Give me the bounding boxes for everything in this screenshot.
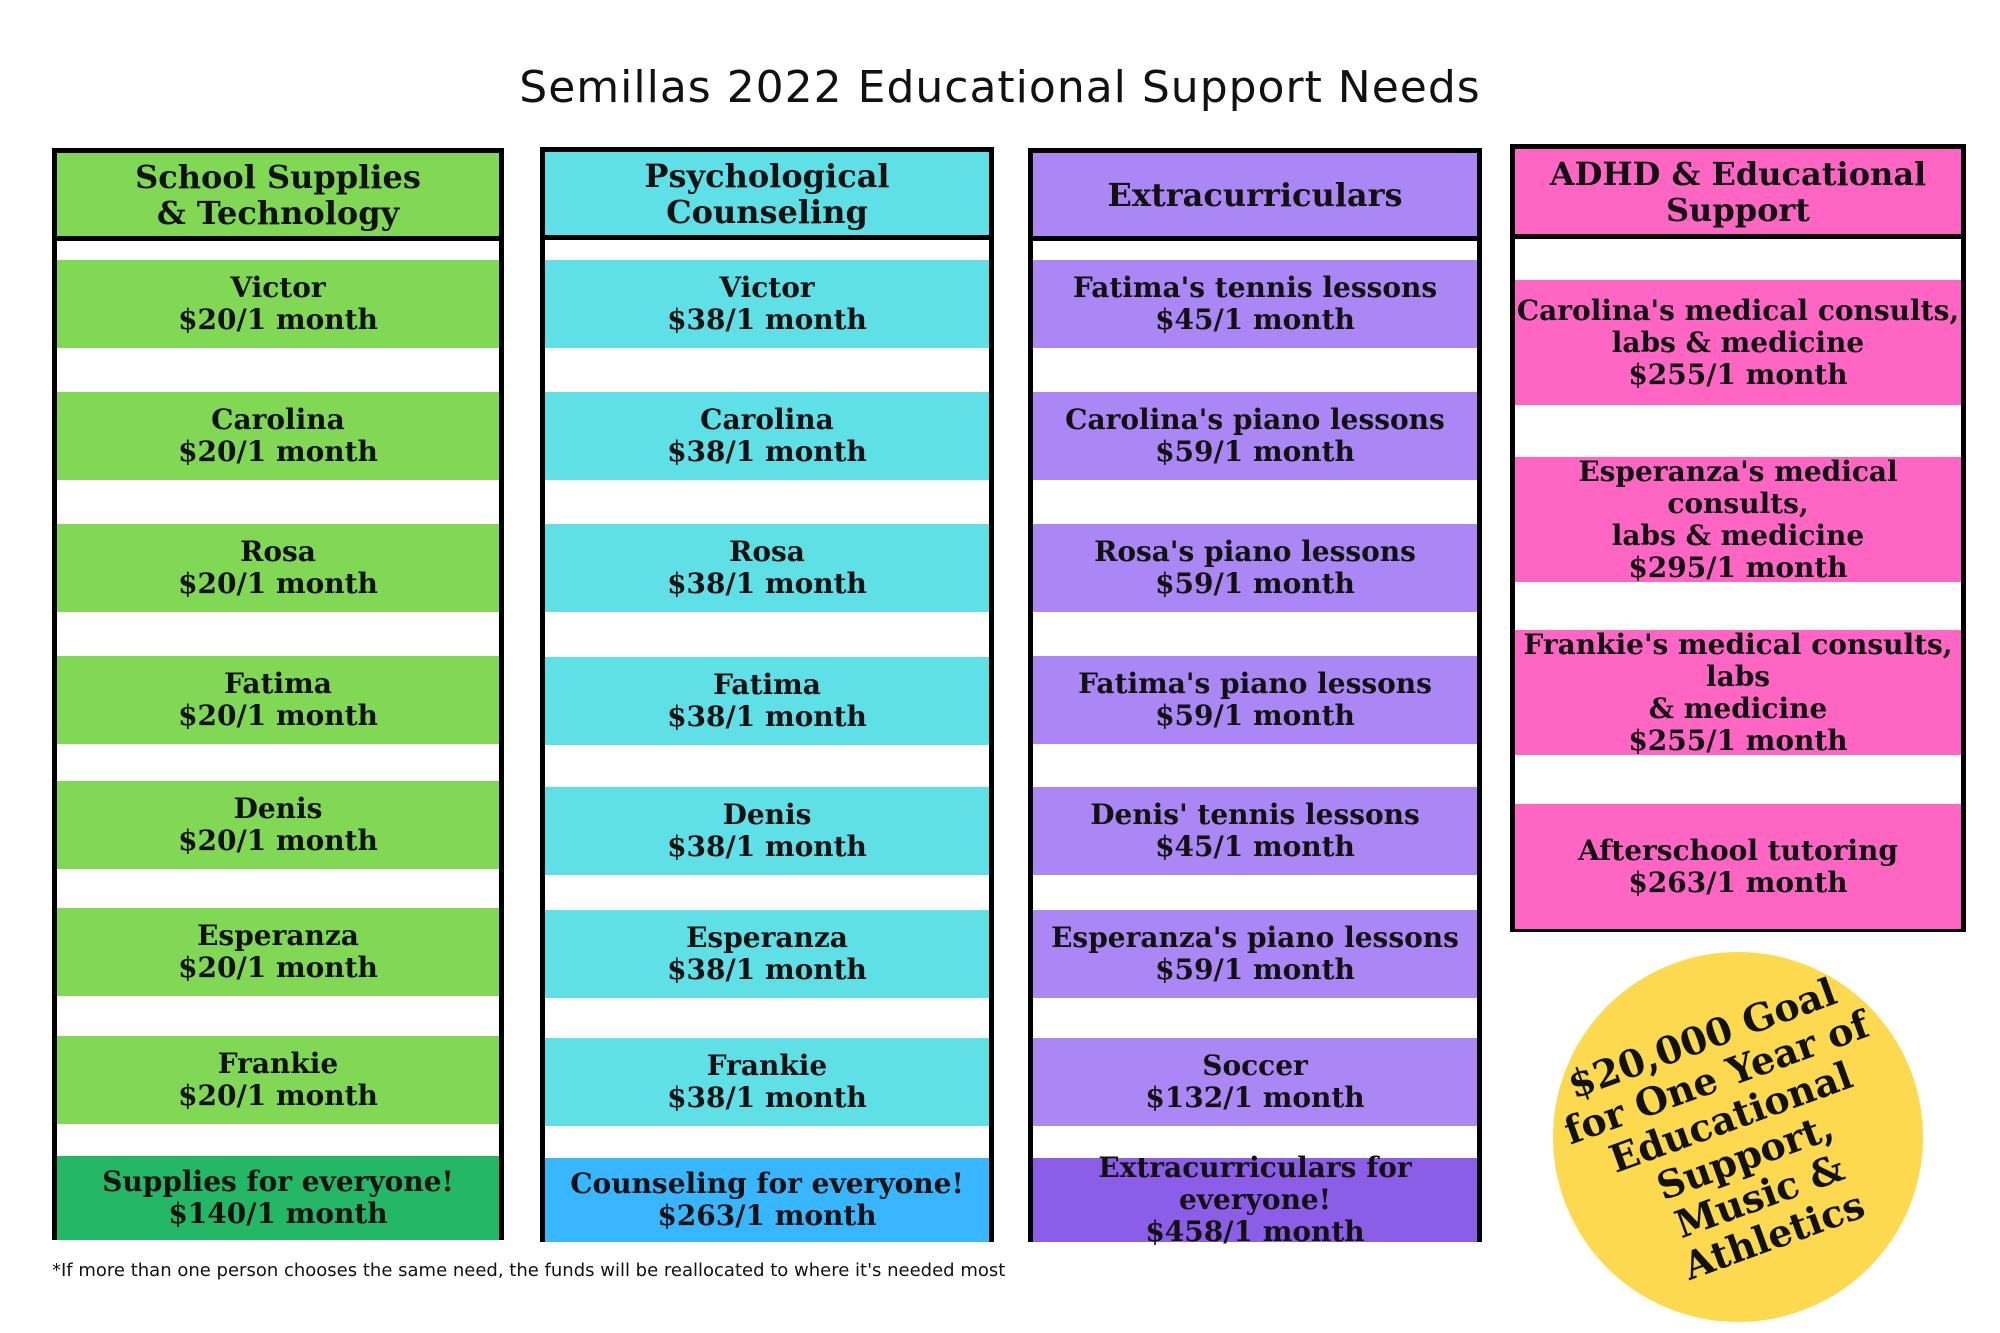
list-item[interactable]: Esperanza's medical consults, labs & medi… xyxy=(1515,455,1961,583)
list-item[interactable]: Fatima's tennis lessons $45/1 month xyxy=(1033,260,1477,348)
list-item[interactable]: Denis' tennis lessons $45/1 month xyxy=(1033,787,1477,875)
list-item[interactable]: Esperanza's piano lessons $59/1 month xyxy=(1033,910,1477,998)
list-item[interactable]: Afterschool tutoring $263/1 month xyxy=(1515,804,1961,929)
column-header: Extracurriculars xyxy=(1033,153,1477,241)
list-item[interactable]: Denis $38/1 month xyxy=(545,787,989,875)
header-line: Psychological Counseling xyxy=(644,156,890,231)
goal-text: $20,000 Goal for One Year of Educational… xyxy=(1557,968,1875,1289)
column-extracurriculars: Extracurriculars Fatima's tennis lessons… xyxy=(1028,148,1482,1248)
list-item-total[interactable]: Extracurriculars for everyone! $458/1 mon… xyxy=(1033,1152,1477,1248)
list-item[interactable]: Fatima's piano lessons $59/1 month xyxy=(1033,656,1477,744)
header-line: & Technology xyxy=(156,193,400,232)
column-header: ADHD & Educational Support xyxy=(1515,149,1961,239)
footnote: *If more than one person chooses the sam… xyxy=(52,1260,1006,1281)
list-item[interactable]: Carolina $20/1 month xyxy=(57,392,499,480)
list-item-total[interactable]: Supplies for everyone! $140/1 month xyxy=(57,1156,499,1240)
list-item[interactable]: Victor $38/1 month xyxy=(545,260,989,348)
header-line: ADHD & Educational xyxy=(1549,154,1927,193)
column-header: Psychological Counseling xyxy=(545,152,989,240)
goal-badge: $20,000 Goal for One Year of Educational… xyxy=(1553,952,1923,1322)
list-item[interactable]: Frankie $38/1 month xyxy=(545,1038,989,1126)
list-item[interactable]: Carolina $38/1 month xyxy=(545,392,989,480)
column-adhd-educational-support: ADHD & Educational Support Carolina's me… xyxy=(1510,144,1966,932)
list-item[interactable]: Frankie $20/1 month xyxy=(57,1036,499,1124)
page-title: Semillas 2022 Educational Support Needs xyxy=(519,62,1481,113)
list-item[interactable]: Soccer $132/1 month xyxy=(1033,1038,1477,1126)
list-item[interactable]: Esperanza $20/1 month xyxy=(57,908,499,996)
list-item[interactable]: Carolina's medical consults, labs & medic… xyxy=(1515,280,1961,405)
header-line: School Supplies xyxy=(135,157,421,196)
list-item[interactable]: Fatima $20/1 month xyxy=(57,656,499,744)
list-item[interactable]: Carolina's piano lessons $59/1 month xyxy=(1033,392,1477,480)
list-item[interactable]: Fatima $38/1 month xyxy=(545,657,989,745)
list-item[interactable]: Frankie's medical consults, labs & medici… xyxy=(1515,628,1961,756)
list-item[interactable]: Denis $20/1 month xyxy=(57,781,499,869)
column-psychological-counseling: Psychological Counseling Victor $38/1 mon… xyxy=(540,147,994,1242)
list-item[interactable]: Victor $20/1 month xyxy=(57,260,499,348)
header-line: Extracurriculars xyxy=(1107,175,1403,214)
list-item[interactable]: Rosa's piano lessons $59/1 month xyxy=(1033,524,1477,612)
list-item[interactable]: Rosa $38/1 month xyxy=(545,524,989,612)
column-header: School Supplies & Technology xyxy=(57,153,499,241)
list-item[interactable]: Esperanza $38/1 month xyxy=(545,910,989,998)
list-item-total[interactable]: Counseling for everyone! $263/1 month xyxy=(545,1158,989,1242)
header-line: Support xyxy=(1665,190,1811,229)
column-school-supplies: School Supplies & Technology Victor $20/1… xyxy=(52,148,504,1240)
list-item[interactable]: Rosa $20/1 month xyxy=(57,524,499,612)
